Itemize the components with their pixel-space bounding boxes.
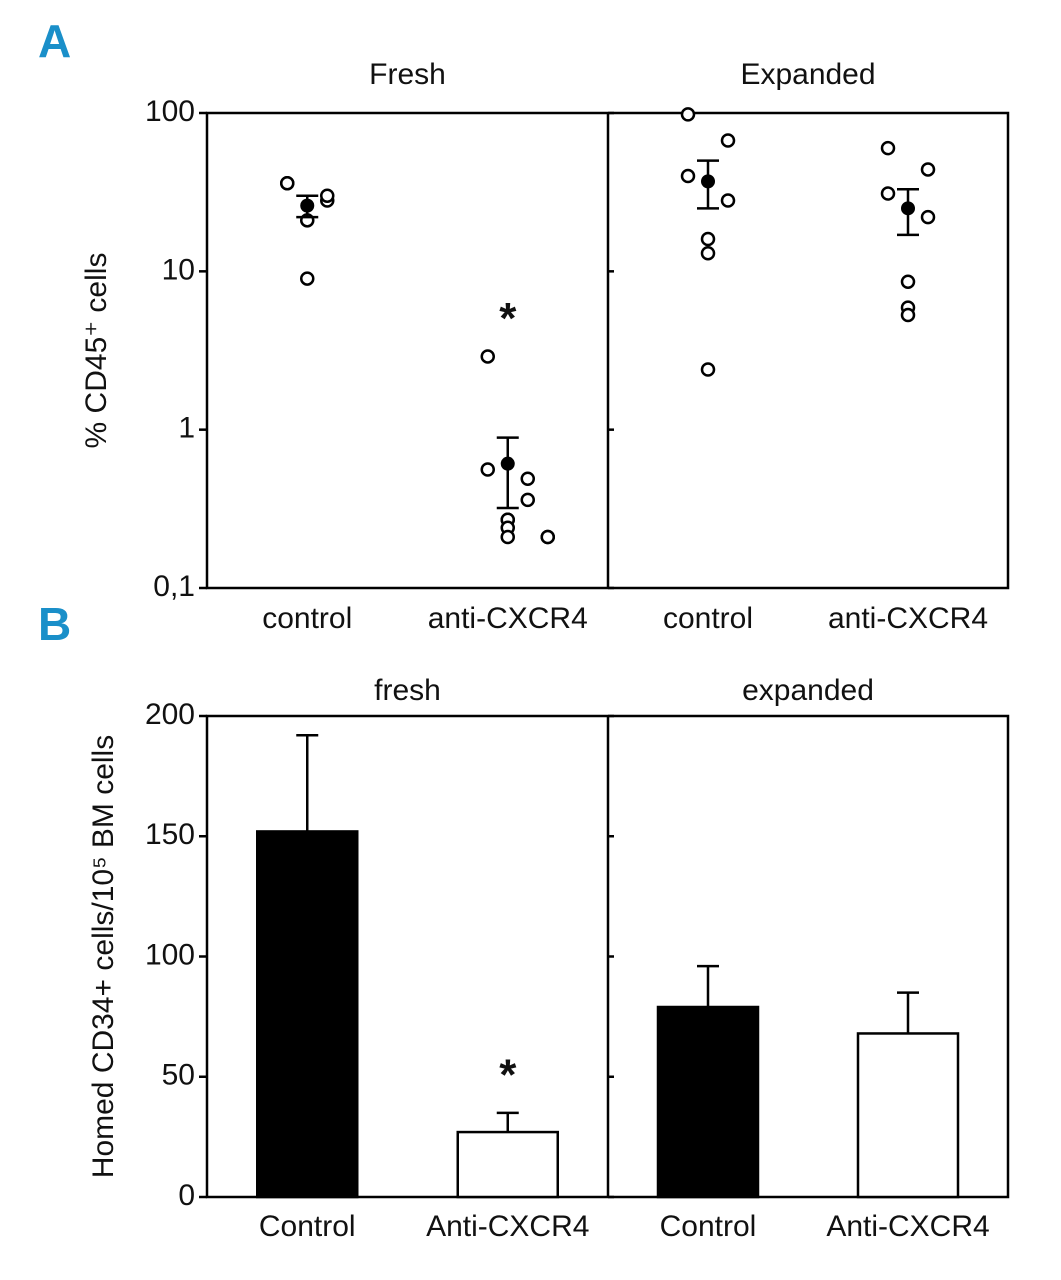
y-tick-label: 100 <box>145 95 195 128</box>
data-point <box>880 186 896 201</box>
y-tick-label: 10 <box>162 253 195 286</box>
bar <box>856 1032 960 1199</box>
x-tick-label: anti-CXCR4 <box>828 602 988 635</box>
x-tick-label: Anti-CXCR4 <box>426 1210 589 1243</box>
y-tick-label: 150 <box>145 818 195 851</box>
data-point <box>320 188 335 204</box>
y-tick-label: 50 <box>162 1059 195 1092</box>
data-point <box>680 107 696 122</box>
data-point <box>700 231 716 247</box>
data-point <box>700 362 716 377</box>
x-tick-label: Anti-CXCR4 <box>826 1210 989 1243</box>
data-point <box>700 246 716 261</box>
x-tick-label: control <box>262 602 352 635</box>
error-bar <box>897 991 919 1034</box>
error-bar <box>496 1111 519 1133</box>
panel-title: expanded <box>742 674 874 707</box>
data-point <box>300 271 315 286</box>
data-point <box>540 529 555 545</box>
y-axis-label: Homed CD34+ cells/10⁵ BM cells <box>87 735 120 1178</box>
bar <box>456 1130 559 1199</box>
data-point <box>920 209 936 225</box>
data-point <box>720 133 736 148</box>
panel-title: Fresh <box>369 58 446 91</box>
y-tick-label: 0,1 <box>153 570 195 603</box>
data-point <box>720 193 736 208</box>
mean-point <box>500 456 515 471</box>
y-tick-label: 0 <box>178 1179 195 1212</box>
data-point <box>900 307 916 323</box>
mean-point <box>300 198 315 213</box>
mean-point <box>701 174 715 189</box>
panel-letter: B <box>38 598 71 650</box>
panel-letter: A <box>38 15 71 67</box>
x-tick-label: anti-CXCR4 <box>428 602 588 635</box>
significance-marker: * <box>499 1050 517 1099</box>
bar <box>656 1005 760 1199</box>
data-point <box>500 529 515 545</box>
data-point <box>280 176 295 191</box>
bar <box>256 830 359 1199</box>
data-point <box>680 168 696 184</box>
data-point <box>480 462 495 477</box>
data-point <box>900 274 916 289</box>
x-tick-label: control <box>663 602 753 635</box>
x-tick-label: Control <box>259 1210 356 1243</box>
error-bar <box>296 733 319 832</box>
y-tick-label: 1 <box>178 412 195 445</box>
y-tick-label: 200 <box>145 698 195 731</box>
data-point <box>480 349 495 364</box>
data-point <box>920 162 936 177</box>
panel-title: Expanded <box>740 58 875 91</box>
error-bar <box>496 436 519 510</box>
y-axis-label: % CD45⁺ cells <box>80 253 113 449</box>
mean-point <box>901 201 915 216</box>
y-tick-label: 100 <box>145 938 195 971</box>
error-bar <box>697 964 719 1008</box>
data-point <box>520 471 535 486</box>
significance-marker: * <box>499 294 517 343</box>
x-tick-label: Control <box>660 1210 757 1243</box>
panel-title: fresh <box>374 674 441 707</box>
data-point <box>880 140 896 156</box>
data-point <box>520 492 535 508</box>
